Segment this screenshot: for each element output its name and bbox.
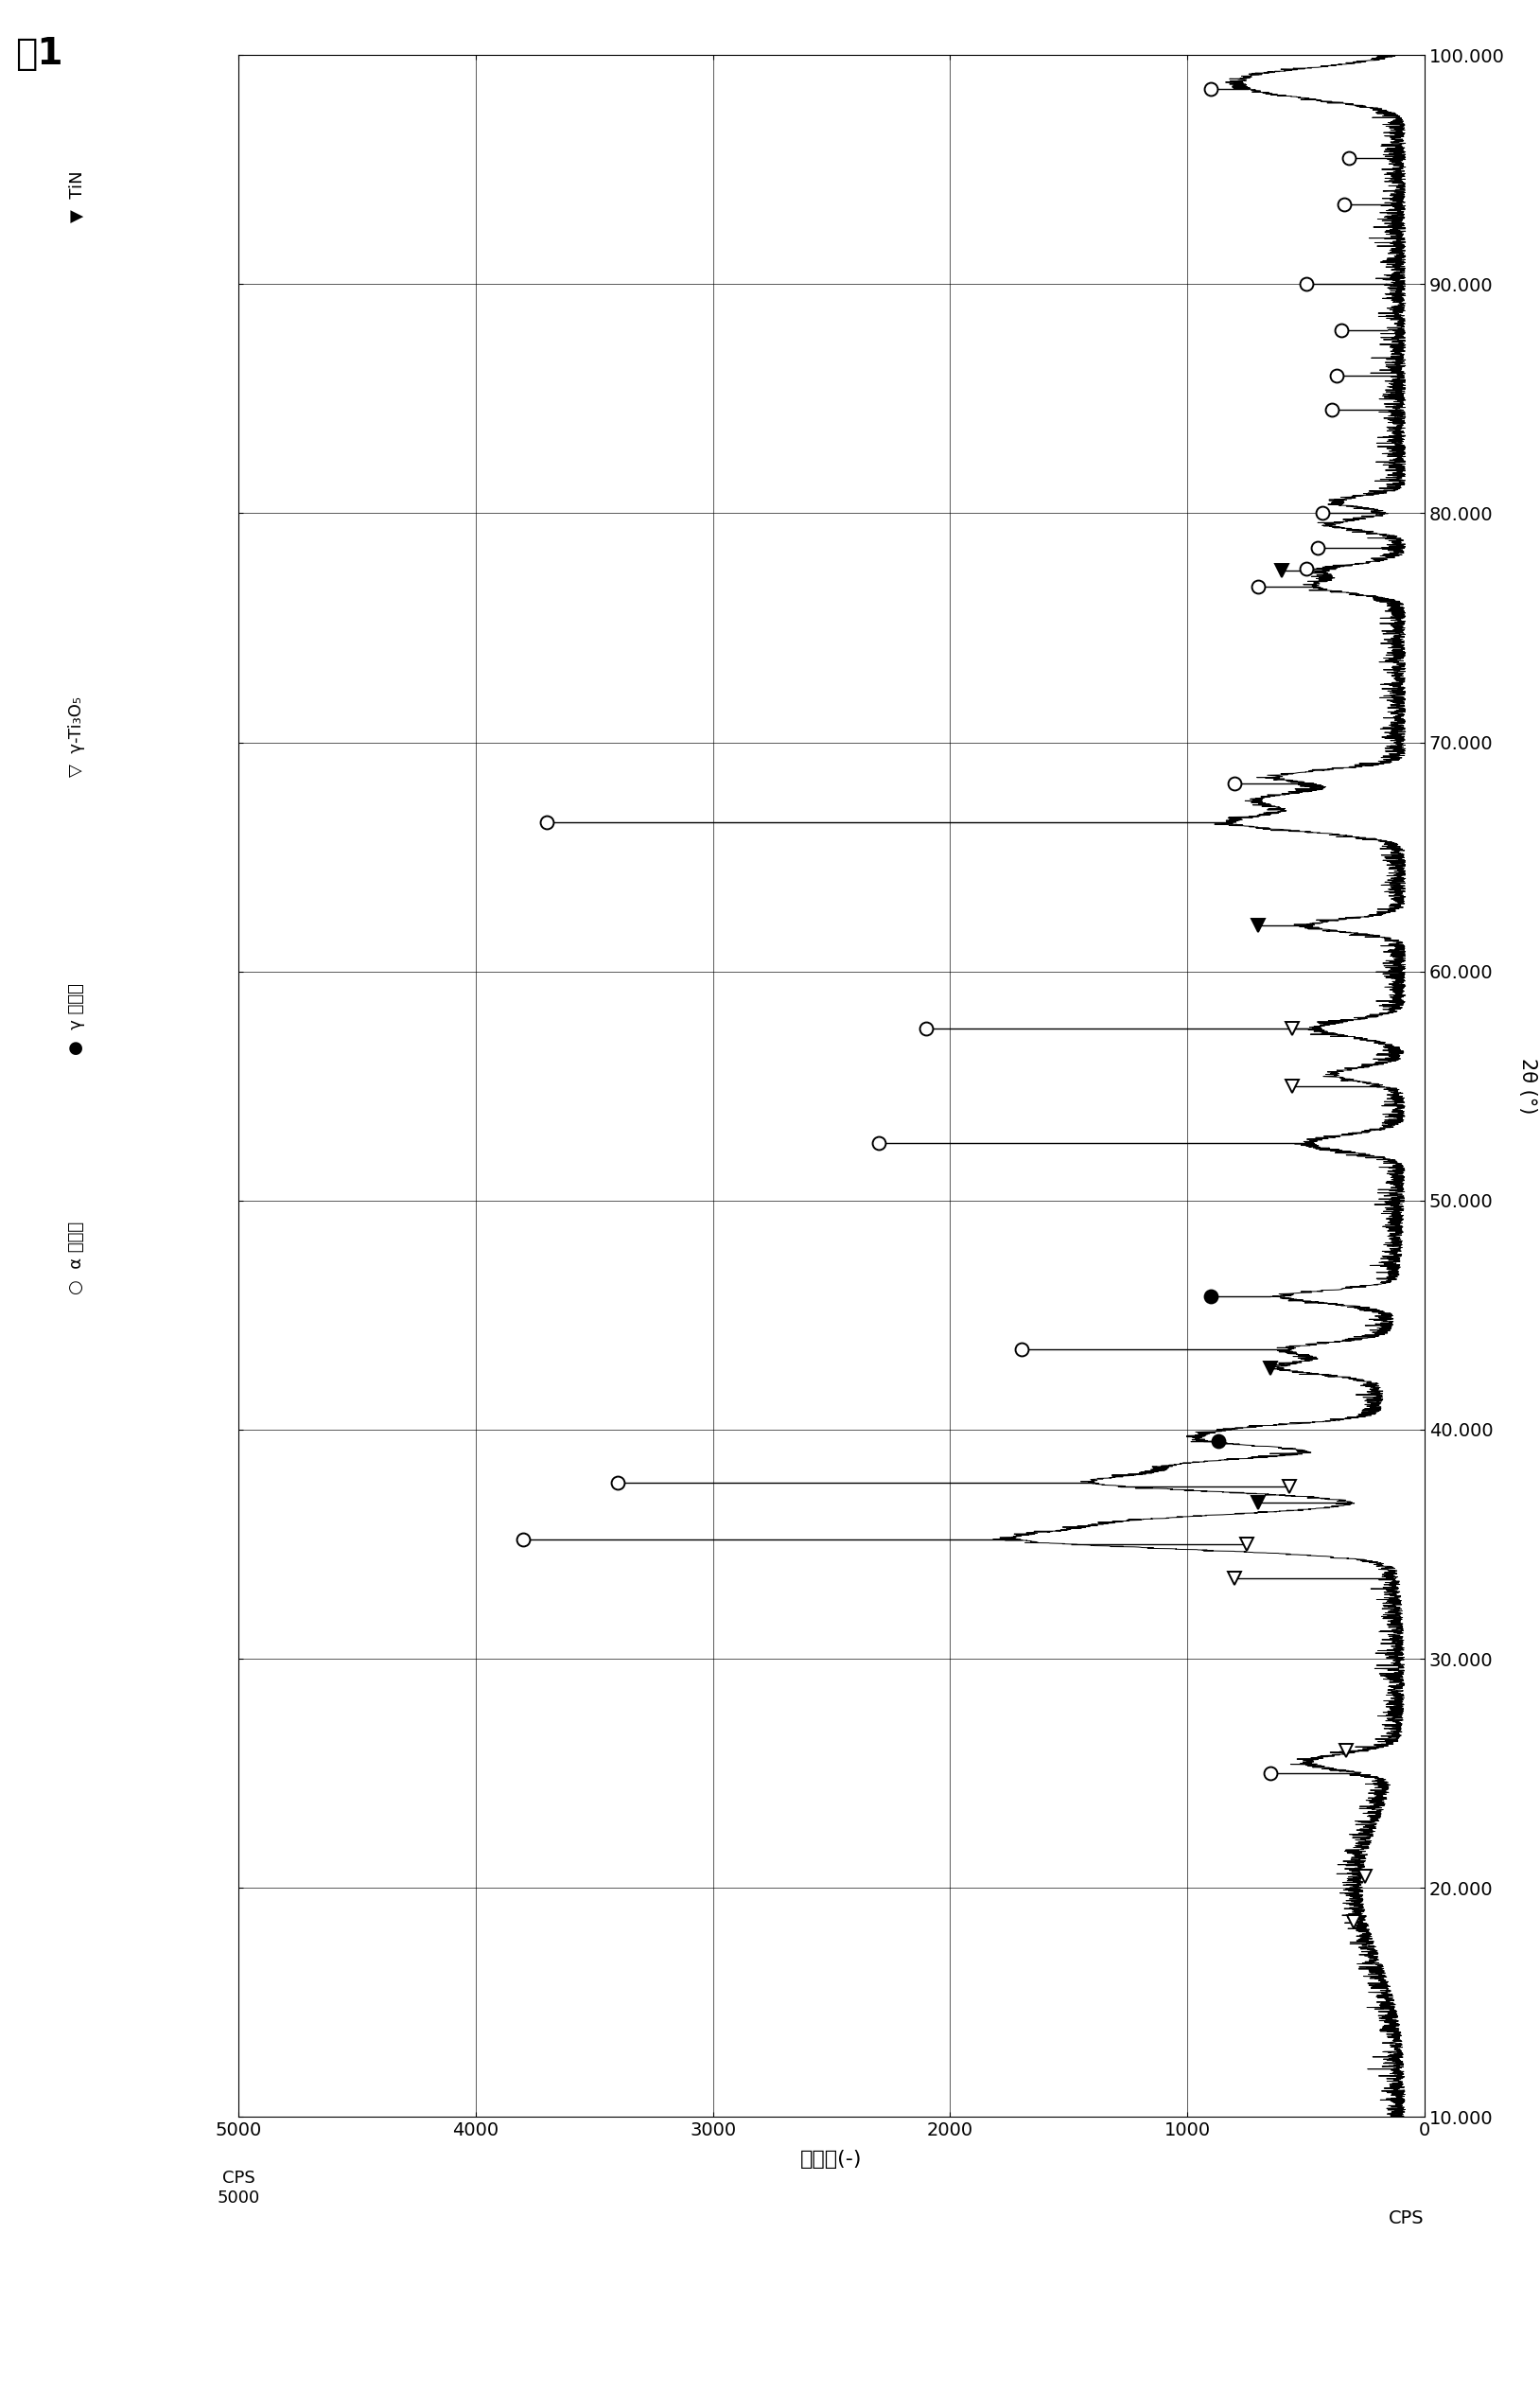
Text: ▼  TiN: ▼ TiN [68,170,86,222]
Text: ▽  γ-Ti₃O₅: ▽ γ-Ti₃O₅ [68,696,86,777]
Text: 图1: 图1 [15,36,63,72]
Text: ○  α 氧化铝: ○ α 氧化铝 [68,1222,86,1294]
Y-axis label: 2θ (°): 2θ (°) [1518,1057,1537,1115]
Text: CPS
5000: CPS 5000 [217,2170,260,2205]
X-axis label: 峰强度(-): 峰强度(-) [801,2150,862,2170]
Text: CPS: CPS [1389,2210,1424,2227]
Text: ●  γ 氧化铝: ● γ 氧化铝 [68,983,86,1055]
